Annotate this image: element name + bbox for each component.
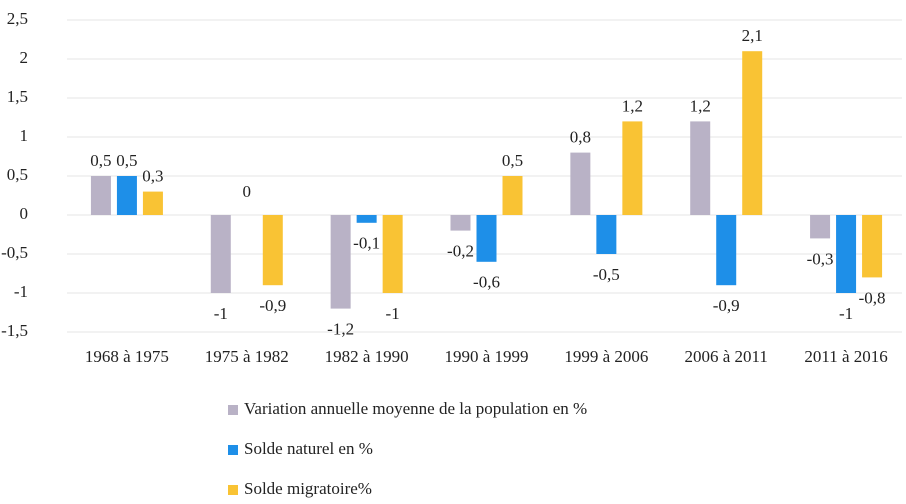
data-label: 0,5: [502, 151, 523, 170]
bar: [862, 215, 883, 278]
x-tick-label: 1982 à 1990: [325, 347, 409, 366]
bar: [502, 176, 523, 215]
data-label: -0,6: [473, 273, 500, 292]
data-label: -0,9: [713, 296, 740, 315]
data-label: 1,2: [622, 96, 643, 115]
data-label: 0,5: [116, 151, 137, 170]
bar: [356, 215, 377, 223]
y-tick-label: 2: [20, 48, 29, 67]
y-tick-label: 1: [20, 126, 29, 145]
legend-swatch: [228, 485, 238, 495]
bar: [90, 176, 111, 215]
data-label: -0,1: [353, 234, 380, 253]
data-label: -1: [839, 304, 853, 323]
x-tick-label: 1999 à 2006: [564, 347, 648, 366]
legend-swatch: [228, 405, 238, 415]
y-tick-label: -0,5: [1, 243, 28, 262]
bar: [622, 121, 643, 215]
data-label: -0,3: [807, 249, 834, 268]
legend-swatch: [228, 445, 238, 455]
y-tick-label: 0: [20, 204, 29, 223]
bar: [810, 215, 831, 239]
bar: [210, 215, 231, 293]
bar: [836, 215, 857, 293]
bar: [476, 215, 497, 262]
bar: [690, 121, 711, 215]
y-tick-label: -1: [14, 282, 28, 301]
x-tick-label: 2006 à 2011: [685, 347, 768, 366]
data-label: 2,1: [742, 26, 763, 45]
data-label: -1: [214, 304, 228, 323]
data-label: 1,2: [690, 96, 711, 115]
data-label: 0,8: [570, 128, 591, 147]
data-label: -0,8: [859, 288, 886, 307]
bar: [142, 191, 163, 215]
data-label: -1: [386, 304, 400, 323]
bar: [262, 215, 283, 286]
bar: [716, 215, 737, 286]
legend-label: Variation annuelle moyenne de la populat…: [244, 399, 587, 418]
data-label: -0,9: [259, 296, 286, 315]
y-tick-label: -1,5: [1, 321, 28, 340]
bar: [116, 176, 137, 215]
y-tick-label: 2,5: [7, 9, 28, 28]
legend-label: Solde migratoire%: [244, 479, 372, 498]
bar: [382, 215, 403, 293]
data-label: 0,5: [90, 151, 111, 170]
bar: [570, 152, 591, 215]
bar: [596, 215, 617, 254]
data-label: -0,2: [447, 242, 474, 261]
bar: [742, 51, 763, 216]
y-tick-label: 0,5: [7, 165, 28, 184]
x-tick-label: 2011 à 2016: [804, 347, 887, 366]
data-label: 0,3: [142, 167, 163, 186]
data-label: 0: [243, 182, 252, 201]
x-tick-label: 1990 à 1999: [444, 347, 528, 366]
data-label: -1,2: [327, 320, 354, 339]
x-tick-label: 1975 à 1982: [205, 347, 289, 366]
data-label: -0,5: [593, 265, 620, 284]
bar: [450, 215, 471, 231]
legend-label: Solde naturel en %: [244, 439, 373, 458]
bar: [330, 215, 351, 309]
y-tick-label: 1,5: [7, 87, 28, 106]
x-tick-label: 1968 à 1975: [85, 347, 169, 366]
